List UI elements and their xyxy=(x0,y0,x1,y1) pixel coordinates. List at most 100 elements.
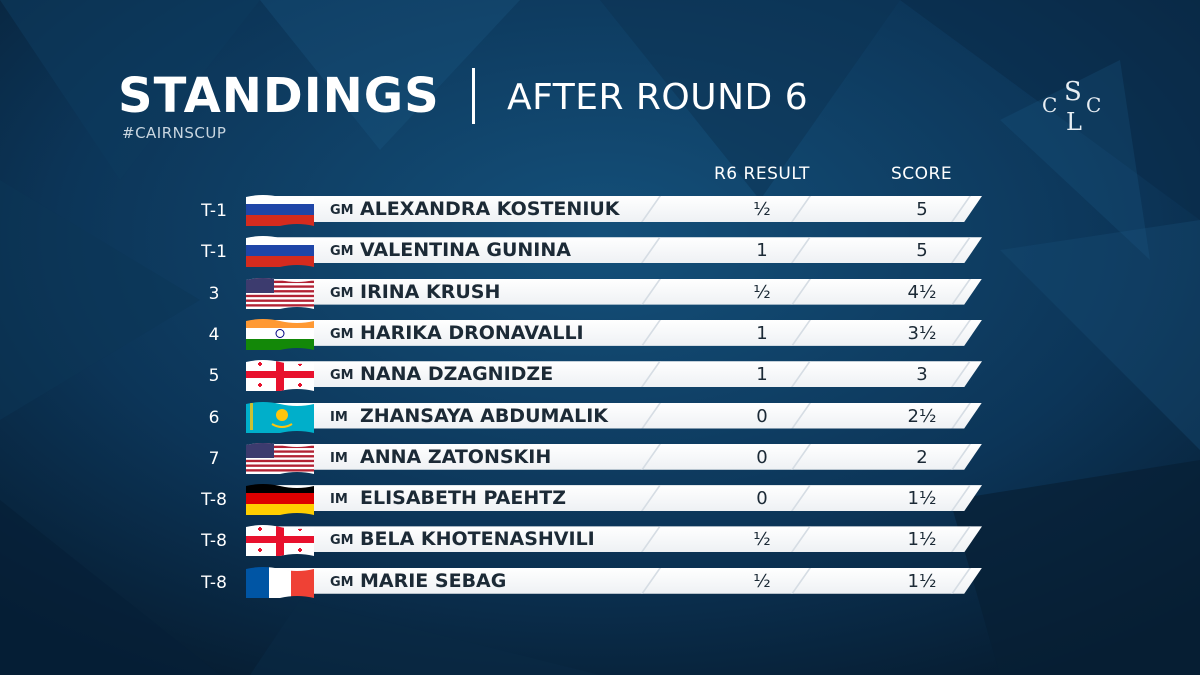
player-score: 5 xyxy=(916,199,928,220)
player-title: GM xyxy=(330,368,354,384)
player-name: HARIKA DRONAVALLI xyxy=(360,321,584,344)
bar-divider xyxy=(640,567,662,594)
row-bar xyxy=(270,443,982,470)
standings-row: 5 GM NANA DZAGNIDZE 1 3 xyxy=(0,361,1200,389)
georgia-flag-icon xyxy=(246,358,314,391)
player-score: 2½ xyxy=(907,405,937,427)
round-result: 1 xyxy=(756,364,768,386)
russia-flag-icon xyxy=(246,193,314,226)
player-name: MARIE SEBAG xyxy=(360,569,507,592)
row-bar xyxy=(270,196,982,222)
russia-flag-icon xyxy=(246,234,314,267)
player-score: 1½ xyxy=(907,529,937,551)
standings-row: 3 GM IRINA KRUSH ½ 4½ xyxy=(0,279,1200,307)
round-result: 0 xyxy=(756,446,768,468)
rank-label: T-1 xyxy=(201,242,227,263)
rank-label: 6 xyxy=(208,407,220,428)
rank-label: 3 xyxy=(208,283,220,304)
player-score: 1½ xyxy=(907,488,937,510)
rank-label: 5 xyxy=(208,366,220,387)
player-score: 4½ xyxy=(907,281,937,303)
round-result: 0 xyxy=(756,488,768,510)
player-title: IM xyxy=(330,450,348,466)
player-score: 3 xyxy=(916,364,928,386)
row-bar xyxy=(270,526,982,553)
round-result: ½ xyxy=(753,570,771,592)
player-title: IM xyxy=(330,409,348,425)
rank-label: 4 xyxy=(208,324,220,345)
svg-text:C: C xyxy=(1042,93,1057,117)
column-header-result: R6 RESULT xyxy=(714,164,810,184)
svg-text:L: L xyxy=(1066,108,1082,136)
player-title: GM xyxy=(330,533,354,549)
player-title: GM xyxy=(330,574,354,590)
rank-label: T-8 xyxy=(201,490,227,511)
player-title: GM xyxy=(330,244,354,260)
player-title: GM xyxy=(330,203,354,218)
player-name: IRINA KRUSH xyxy=(360,280,501,303)
column-header-score: SCORE xyxy=(891,164,953,184)
player-name: ALEXANDRA KOSTENIUK xyxy=(360,198,620,220)
player-name: ANNA ZATONSKIH xyxy=(360,445,552,468)
germany-flag-icon xyxy=(246,482,314,515)
rank-label: T-8 xyxy=(201,572,227,593)
player-name: ELISABETH PAEHTZ xyxy=(360,487,566,510)
bar-divider xyxy=(640,237,662,264)
round-result: 1 xyxy=(756,322,768,344)
usa-flag-icon xyxy=(246,276,314,309)
bar-divider xyxy=(640,319,662,346)
player-score: 1½ xyxy=(907,570,937,592)
round-result: ½ xyxy=(753,199,771,220)
bar-divider xyxy=(640,196,662,222)
row-bar xyxy=(270,237,982,264)
standings-row: T-8 IM ELISABETH PAEHTZ 0 1½ xyxy=(0,485,1200,513)
page-title: STANDINGS xyxy=(118,68,440,124)
bar-divider xyxy=(640,361,662,388)
player-score: 2 xyxy=(916,446,928,468)
round-result: ½ xyxy=(753,281,771,303)
bar-divider xyxy=(640,485,662,512)
standings-row: 4 GM HARIKA DRONAVALLI 1 3½ xyxy=(0,320,1200,348)
round-result: 0 xyxy=(756,405,768,427)
player-title: IM xyxy=(330,492,348,508)
india-flag-icon xyxy=(246,317,314,350)
standings-row: T-8 GM BELA KHOTENASHVILI ½ 1½ xyxy=(0,526,1200,554)
player-title: GM xyxy=(330,326,354,342)
standings-row: T-1 GM ALEXANDRA KOSTENIUK ½ 5 xyxy=(0,196,1200,224)
standings-row: 6 IM ZHANSAYA ABDUMALIK 0 2½ xyxy=(0,403,1200,431)
player-score: 5 xyxy=(916,240,928,262)
standings-row: T-1 GM VALENTINA GUNINA 1 5 xyxy=(0,237,1200,265)
svg-text:S: S xyxy=(1064,77,1082,107)
hashtag-label: #CAIRNSCUP xyxy=(122,124,227,142)
standings-row: 7 IM ANNA ZATONSKIH 0 2 xyxy=(0,444,1200,472)
georgia-flag-icon xyxy=(246,523,314,556)
bar-divider xyxy=(640,402,662,429)
player-name: NANA DZAGNIDZE xyxy=(360,363,554,386)
page-subtitle: AFTER ROUND 6 xyxy=(507,77,809,118)
bar-divider xyxy=(640,278,662,305)
rank-label: 7 xyxy=(208,448,220,469)
round-result: 1 xyxy=(756,240,768,262)
player-name: VALENTINA GUNINA xyxy=(360,239,571,262)
row-bar xyxy=(270,485,982,512)
cslc-logo: C S L C xyxy=(1042,77,1101,136)
row-bar xyxy=(270,567,982,594)
row-bar xyxy=(270,278,982,305)
player-score: 3½ xyxy=(907,322,937,344)
title-divider xyxy=(472,68,475,124)
standings-row: T-8 GM MARIE SEBAG ½ 1½ xyxy=(0,568,1200,596)
svg-text:C: C xyxy=(1086,93,1101,117)
round-result: ½ xyxy=(753,529,771,551)
bar-divider xyxy=(640,443,662,470)
bar-divider xyxy=(640,526,662,553)
player-name: BELA KHOTENASHVILI xyxy=(360,528,595,551)
player-name: ZHANSAYA ABDUMALIK xyxy=(360,404,609,427)
row-bar xyxy=(270,319,982,346)
player-title: GM xyxy=(330,285,354,301)
row-bar xyxy=(270,402,982,429)
rank-label: T-1 xyxy=(201,201,227,221)
row-bar xyxy=(270,361,982,388)
kazakhstan-flag-icon xyxy=(246,400,314,433)
france-flag-icon xyxy=(246,565,314,598)
